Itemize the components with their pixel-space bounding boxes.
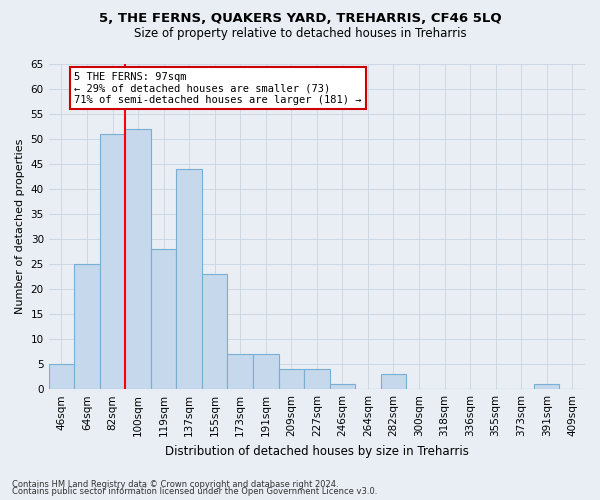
X-axis label: Distribution of detached houses by size in Treharris: Distribution of detached houses by size … — [165, 444, 469, 458]
Bar — [304, 369, 329, 389]
Bar — [278, 369, 304, 389]
Bar — [100, 134, 125, 389]
Bar — [74, 264, 100, 389]
Text: 5 THE FERNS: 97sqm
← 29% of detached houses are smaller (73)
71% of semi-detache: 5 THE FERNS: 97sqm ← 29% of detached hou… — [74, 72, 362, 104]
Bar — [151, 249, 176, 389]
Text: Contains public sector information licensed under the Open Government Licence v3: Contains public sector information licen… — [12, 488, 377, 496]
Bar — [227, 354, 253, 389]
Text: Size of property relative to detached houses in Treharris: Size of property relative to detached ho… — [134, 26, 466, 40]
Bar — [202, 274, 227, 389]
Bar — [534, 384, 559, 389]
Y-axis label: Number of detached properties: Number of detached properties — [15, 139, 25, 314]
Bar — [49, 364, 74, 389]
Bar — [329, 384, 355, 389]
Text: Contains HM Land Registry data © Crown copyright and database right 2024.: Contains HM Land Registry data © Crown c… — [12, 480, 338, 489]
Text: 5, THE FERNS, QUAKERS YARD, TREHARRIS, CF46 5LQ: 5, THE FERNS, QUAKERS YARD, TREHARRIS, C… — [98, 12, 502, 24]
Bar — [380, 374, 406, 389]
Bar — [176, 169, 202, 389]
Bar — [125, 129, 151, 389]
Bar — [253, 354, 278, 389]
